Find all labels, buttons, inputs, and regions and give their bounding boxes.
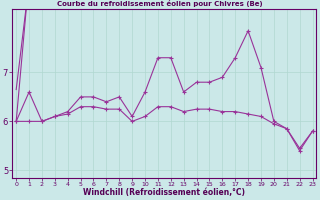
Text: Courbe du refroidissement éolien pour Chivres (Be): Courbe du refroidissement éolien pour Ch… bbox=[57, 0, 263, 7]
X-axis label: Windchill (Refroidissement éolien,°C): Windchill (Refroidissement éolien,°C) bbox=[83, 188, 245, 197]
